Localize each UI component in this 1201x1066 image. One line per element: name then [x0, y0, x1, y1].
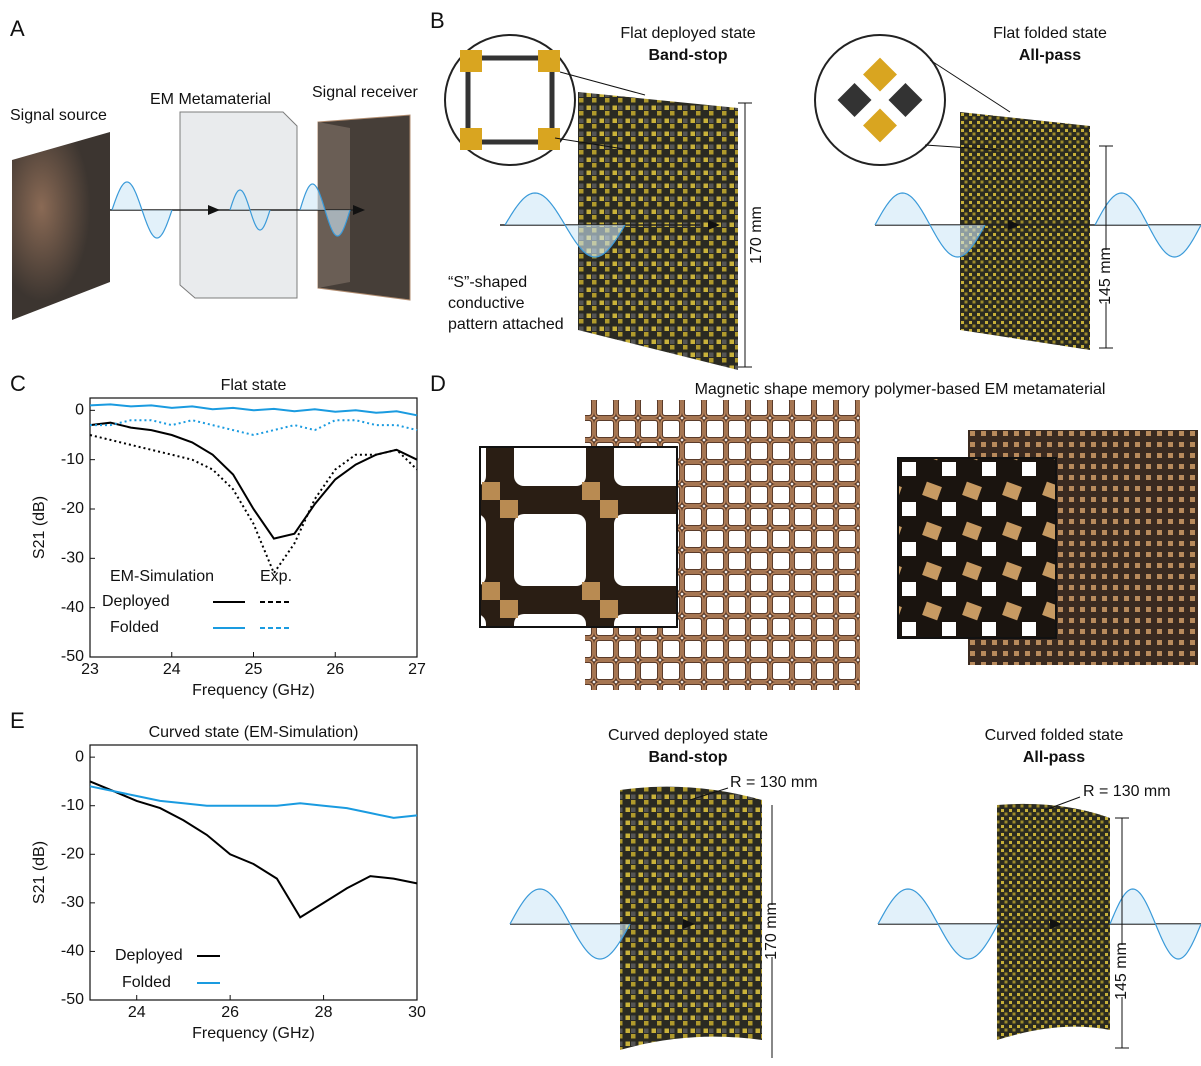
legend-label: Folded: [110, 619, 159, 636]
page: A Signal source EM Metamaterial Signal r…: [0, 0, 1201, 1066]
chart-title: Flat state: [221, 377, 287, 394]
y-tick-label: -10: [61, 797, 84, 814]
y-axis-label: S21 (dB): [31, 496, 48, 559]
state-mode: Band-stop: [648, 47, 727, 64]
legend-label: Deployed: [102, 593, 170, 610]
state-mode: All-pass: [1019, 47, 1081, 64]
y-tick-label: -40: [61, 943, 84, 960]
x-tick-label: 26: [221, 1004, 239, 1021]
x-tick-label: 27: [408, 661, 426, 678]
state-title: Flat folded state: [993, 25, 1107, 42]
label: EM Metamaterial: [150, 91, 271, 108]
x-tick-label: 28: [315, 1004, 333, 1021]
label: Signal receiver: [312, 84, 419, 101]
panel-letter: C: [10, 371, 26, 396]
y-tick-label: -50: [61, 991, 84, 1008]
state-title: Flat deployed state: [620, 25, 755, 42]
label: Signal source: [10, 107, 107, 124]
y-tick-label: 0: [75, 402, 84, 419]
y-tick-label: 0: [75, 748, 84, 765]
figure: A Signal source EM Metamaterial Signal r…: [0, 0, 1201, 1066]
state-title: Curved folded state: [985, 727, 1124, 744]
zoom-pad: [460, 50, 482, 72]
panel-letter: E: [10, 708, 25, 733]
x-tick-label: 24: [128, 1004, 146, 1021]
zoom-pad: [460, 128, 482, 150]
note: “S”-shaped: [448, 274, 527, 291]
data-line: [90, 781, 417, 917]
photo-zoom: [898, 458, 1056, 638]
x-tick-label: 30: [408, 1004, 426, 1021]
y-tick-label: -40: [61, 599, 84, 616]
signal-source: [12, 132, 110, 320]
dimension-label: 145 mm: [1113, 942, 1130, 1000]
wave: [510, 889, 630, 959]
state-title: Curved deployed state: [608, 727, 768, 744]
zoom-pad: [538, 128, 560, 150]
note: pattern attached: [448, 316, 564, 333]
data-line: [90, 404, 417, 415]
legend-header: EM-Simulation: [110, 568, 214, 585]
radius-label: R = 130 mm: [730, 774, 818, 791]
note: conductive: [448, 295, 525, 312]
photo-zoom: [480, 447, 677, 627]
y-tick-label: -50: [61, 648, 84, 665]
panel-letter: D: [430, 371, 446, 396]
plot-frame: [90, 398, 417, 657]
y-tick-label: -30: [61, 550, 84, 567]
legend-label: Folded: [122, 974, 171, 991]
y-tick-label: -20: [61, 846, 84, 863]
y-tick-label: -30: [61, 894, 84, 911]
panel-letter: B: [430, 8, 445, 33]
state-mode: Band-stop: [648, 749, 727, 766]
state-mode: All-pass: [1023, 749, 1085, 766]
y-tick-label: -10: [61, 451, 84, 468]
x-tick-label: 25: [245, 661, 263, 678]
legend-label: Deployed: [115, 947, 183, 964]
dimension-label: 145 mm: [1097, 247, 1114, 305]
data-line: [90, 435, 417, 573]
legend-header: Exp.: [260, 568, 292, 585]
wave: [112, 182, 172, 238]
x-tick-label: 24: [163, 661, 181, 678]
panel-letter: A: [10, 16, 25, 41]
panel-title: Magnetic shape memory polymer-based EM m…: [695, 381, 1106, 398]
y-tick-label: -20: [61, 500, 84, 517]
x-axis-label: Frequency (GHz): [192, 1025, 315, 1042]
data-line: [90, 423, 417, 539]
curved-deployed-lattice: [620, 787, 762, 1050]
zoom-pad: [538, 50, 560, 72]
dimension-label: 170 mm: [763, 902, 780, 960]
y-axis-label: S21 (dB): [31, 841, 48, 904]
dimension-label: 170 mm: [748, 206, 765, 264]
x-axis-label: Frequency (GHz): [192, 682, 315, 699]
x-tick-label: 26: [326, 661, 344, 678]
chart-title: Curved state (EM-Simulation): [149, 724, 359, 741]
radius-label: R = 130 mm: [1083, 783, 1171, 800]
wave: [878, 889, 998, 959]
